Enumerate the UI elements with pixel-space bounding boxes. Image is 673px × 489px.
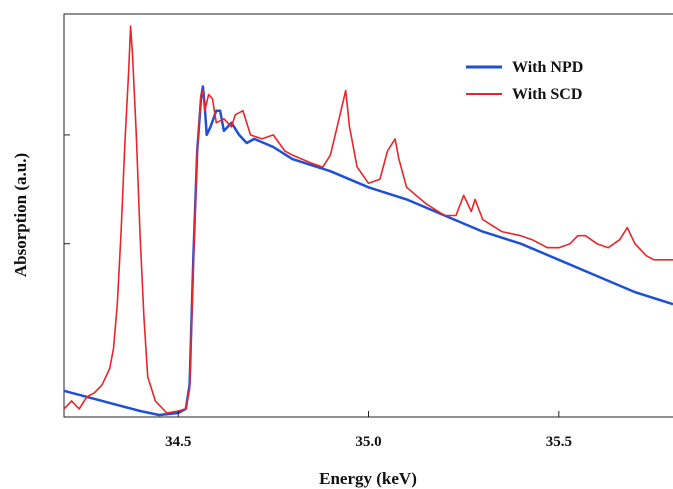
x-tick-label: 35.5 <box>546 434 572 450</box>
legend: With NPD With SCD <box>466 59 583 103</box>
series-line-with-scd <box>63 25 673 414</box>
tick-layer: 34.5 35.0 35.5 <box>64 134 572 450</box>
x-tick-label: 35.0 <box>355 434 381 450</box>
x-tick-label: 34.5 <box>165 434 191 450</box>
x-axis-label: Energy (keV) <box>319 469 417 488</box>
legend-label-scd: With SCD <box>512 86 582 103</box>
series-layer <box>63 25 673 417</box>
legend-label-npd: With NPD <box>512 59 583 76</box>
series-line-with-npd <box>63 85 673 417</box>
y-axis-label: Absorption (a.u.) <box>11 153 30 277</box>
